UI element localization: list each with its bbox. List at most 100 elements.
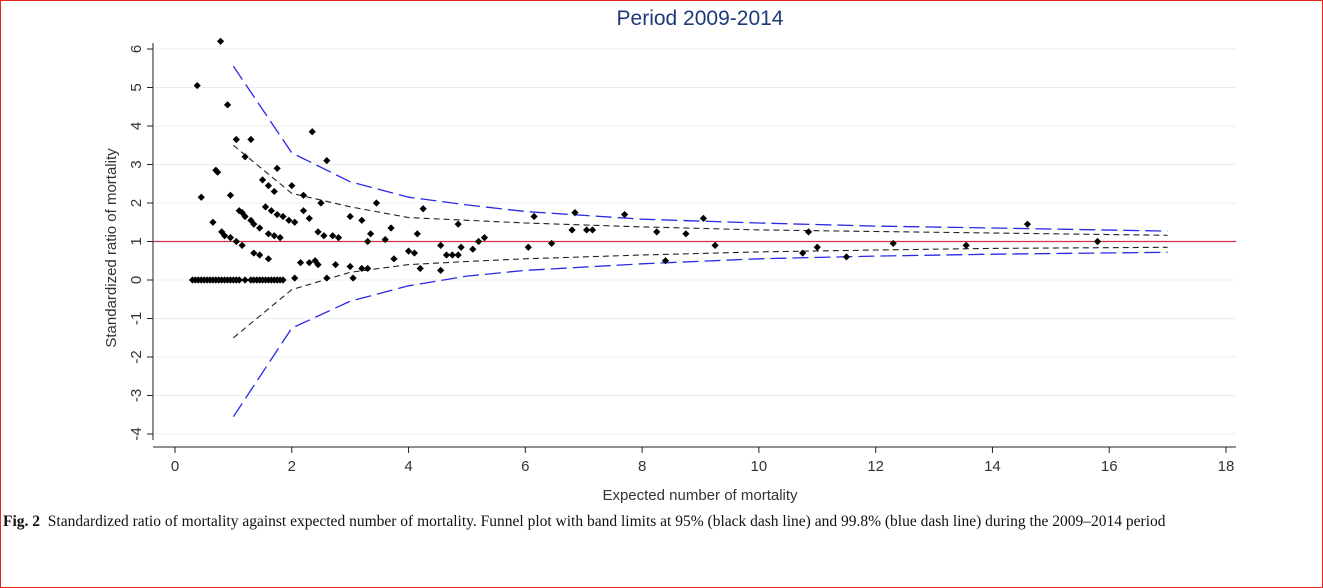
data-point — [317, 199, 325, 207]
data-point — [410, 249, 418, 257]
data-point — [241, 276, 249, 284]
data-point — [813, 243, 821, 251]
chart-title: Period 2009-2014 — [617, 7, 784, 30]
data-point — [214, 168, 222, 176]
data-point — [264, 255, 273, 263]
data-point — [346, 262, 354, 271]
data-point — [364, 264, 372, 273]
data-point — [372, 199, 381, 207]
data-point — [261, 203, 270, 211]
data-point — [548, 239, 556, 248]
data-point — [250, 220, 258, 228]
data-point — [279, 276, 287, 284]
y-tick-label: 2 — [128, 199, 145, 207]
data-point — [238, 241, 246, 249]
data-point — [279, 212, 287, 221]
data-point — [1093, 237, 1102, 246]
y-axis-ticks: -4 -3 -2 -1 0 1 2 3 4 5 6 — [128, 45, 153, 441]
data-point — [367, 230, 375, 238]
data-point — [1023, 220, 1032, 228]
x-tick-label: 2 — [288, 458, 296, 475]
data-point — [323, 157, 331, 165]
y-tick-label: -1 — [128, 312, 145, 325]
data-point — [276, 234, 284, 242]
upper-limit-95 — [233, 144, 1168, 236]
data-point — [419, 205, 427, 213]
data-points — [188, 37, 1102, 284]
data-point — [256, 251, 264, 259]
data-point — [288, 182, 296, 190]
data-point — [480, 234, 489, 242]
data-point — [358, 216, 366, 224]
x-tick-label: 16 — [1101, 458, 1118, 475]
data-point — [270, 187, 278, 196]
data-point — [661, 257, 670, 265]
control-limits — [232, 65, 1168, 418]
axes — [152, 43, 1236, 448]
data-point — [226, 191, 235, 199]
y-tick-label: -4 — [128, 427, 145, 440]
data-point — [711, 241, 719, 249]
data-point — [193, 81, 201, 90]
data-point — [699, 214, 708, 222]
data-point — [454, 251, 462, 259]
data-point — [256, 224, 264, 232]
data-point — [437, 266, 445, 274]
lower-limit-95 — [233, 246, 1168, 339]
data-point — [454, 220, 462, 228]
y-tick-label: 0 — [128, 276, 145, 284]
data-point — [291, 218, 299, 226]
data-point — [197, 193, 205, 201]
x-tick-label: 12 — [867, 458, 884, 475]
data-point — [804, 228, 813, 236]
data-point — [323, 274, 331, 282]
x-tick-label: 14 — [984, 458, 1001, 475]
upper-limit-99-8 — [232, 65, 1168, 232]
data-point — [387, 224, 395, 232]
data-point — [314, 228, 322, 236]
data-point — [221, 232, 229, 240]
data-point — [334, 234, 343, 242]
x-tick-label: 8 — [638, 458, 646, 475]
data-point — [571, 209, 579, 217]
data-point — [799, 249, 807, 257]
x-tick-label: 6 — [521, 458, 529, 475]
x-tick-label: 18 — [1218, 458, 1235, 475]
data-point — [291, 274, 299, 282]
data-point — [299, 207, 308, 215]
data-point — [232, 237, 240, 246]
data-point — [530, 212, 538, 221]
data-point — [469, 245, 477, 253]
data-point — [381, 235, 389, 244]
data-point — [273, 164, 281, 172]
y-tick-label: 4 — [128, 122, 145, 130]
data-point — [223, 101, 232, 109]
data-point — [682, 230, 690, 238]
data-point — [314, 261, 322, 269]
x-axis-ticks: 0 2 4 6 8 10 12 14 16 18 — [171, 447, 1235, 475]
data-point — [331, 261, 340, 269]
data-point — [285, 216, 293, 224]
caption-text: Standardized ratio of mortality against … — [47, 513, 1166, 530]
data-point — [889, 239, 897, 248]
data-point — [232, 135, 240, 144]
caption-label: Fig. 2 — [3, 513, 41, 530]
y-tick-label: -2 — [128, 350, 145, 363]
x-tick-label: 10 — [751, 458, 768, 475]
data-point — [437, 241, 445, 249]
data-point — [842, 253, 851, 261]
data-point — [299, 191, 308, 199]
data-point — [305, 214, 313, 222]
data-point — [273, 210, 281, 219]
data-point — [235, 276, 243, 284]
data-point — [305, 259, 313, 267]
data-point — [270, 232, 278, 240]
data-point — [247, 135, 255, 144]
y-axis-label: Standardized ratio of mortality — [103, 148, 120, 348]
data-point — [258, 176, 267, 184]
data-point — [264, 182, 273, 190]
data-point — [296, 259, 305, 267]
data-point — [457, 243, 465, 251]
y-tick-label: -3 — [128, 389, 145, 402]
